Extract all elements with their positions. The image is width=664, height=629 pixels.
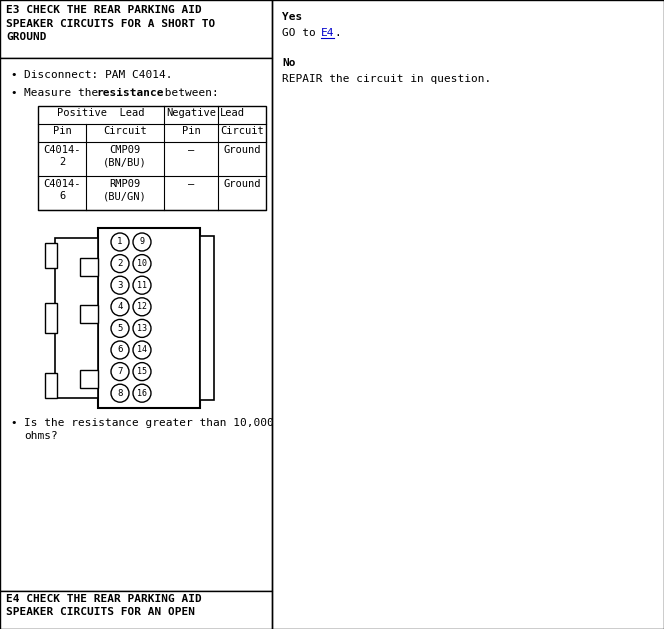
Text: —: — [188,179,194,189]
Circle shape [111,320,129,337]
Text: •: • [10,418,17,428]
Text: C4014-
2: C4014- 2 [43,145,81,167]
Text: Ground: Ground [223,145,261,155]
Text: Pin: Pin [182,126,201,136]
Text: 15: 15 [137,367,147,376]
Circle shape [111,341,129,359]
Text: Measure the: Measure the [24,88,105,98]
Circle shape [111,276,129,294]
Text: Positive  Lead: Positive Lead [57,108,145,118]
Text: 4: 4 [118,303,123,311]
Bar [38,106,266,210]
Text: 16: 16 [137,389,147,398]
Bar [98,228,200,408]
Text: RMP09
(BU/GN): RMP09 (BU/GN) [103,179,147,201]
Text: resistance: resistance [96,88,163,98]
Circle shape [133,298,151,316]
Circle shape [111,362,129,381]
Text: —: — [188,145,194,155]
Text: •: • [10,88,17,98]
Circle shape [133,362,151,381]
Bar [200,236,214,400]
Text: 2: 2 [118,259,123,268]
Circle shape [133,384,151,402]
Bar [45,373,57,398]
Bar [0,0,272,58]
Text: 7: 7 [118,367,123,376]
Bar [80,370,98,388]
Text: Pin: Pin [52,126,71,136]
Text: Negative: Negative [166,108,216,118]
Text: Yes: Yes [282,12,302,22]
Text: 3: 3 [118,281,123,290]
Bar [80,305,98,323]
Text: Ground: Ground [223,179,261,189]
Bar [45,303,57,333]
Text: E4 CHECK THE REAR PARKING AID
SPEAKER CIRCUITS FOR AN OPEN: E4 CHECK THE REAR PARKING AID SPEAKER CI… [6,594,202,617]
Bar [0,58,272,591]
Text: REPAIR the circuit in question.: REPAIR the circuit in question. [282,74,491,84]
Text: No: No [282,58,295,68]
Text: 1: 1 [118,238,123,247]
Text: E3 CHECK THE REAR PARKING AID
SPEAKER CIRCUITS FOR A SHORT TO
GROUND: E3 CHECK THE REAR PARKING AID SPEAKER CI… [6,5,215,42]
Text: between:: between: [158,88,218,98]
Bar [80,258,98,276]
Bar [45,243,57,268]
Circle shape [133,320,151,337]
Text: 9: 9 [139,238,145,247]
Text: Circuit: Circuit [103,126,147,136]
Circle shape [133,255,151,272]
Bar [55,238,98,398]
Text: 6: 6 [118,345,123,355]
Text: Is the resistance greater than 10,000
ohms?: Is the resistance greater than 10,000 oh… [24,418,274,441]
Circle shape [133,276,151,294]
Text: 12: 12 [137,303,147,311]
Text: C4014-
6: C4014- 6 [43,179,81,201]
Text: •: • [10,70,17,80]
Text: CMP09
(BN/BU): CMP09 (BN/BU) [103,145,147,167]
Text: GO to: GO to [282,28,323,38]
Circle shape [111,255,129,272]
Circle shape [111,384,129,402]
Circle shape [111,298,129,316]
Text: 14: 14 [137,345,147,355]
Circle shape [111,233,129,251]
Circle shape [133,233,151,251]
Bar [0,591,272,629]
Text: 8: 8 [118,389,123,398]
Text: 11: 11 [137,281,147,290]
Text: Circuit: Circuit [220,126,264,136]
Text: Lead: Lead [220,108,245,118]
Text: 5: 5 [118,324,123,333]
Text: Disconnect: PAM C4014.: Disconnect: PAM C4014. [24,70,173,80]
Text: .: . [334,28,341,38]
Circle shape [133,341,151,359]
Text: E4: E4 [321,28,335,38]
Text: 10: 10 [137,259,147,268]
Text: 13: 13 [137,324,147,333]
